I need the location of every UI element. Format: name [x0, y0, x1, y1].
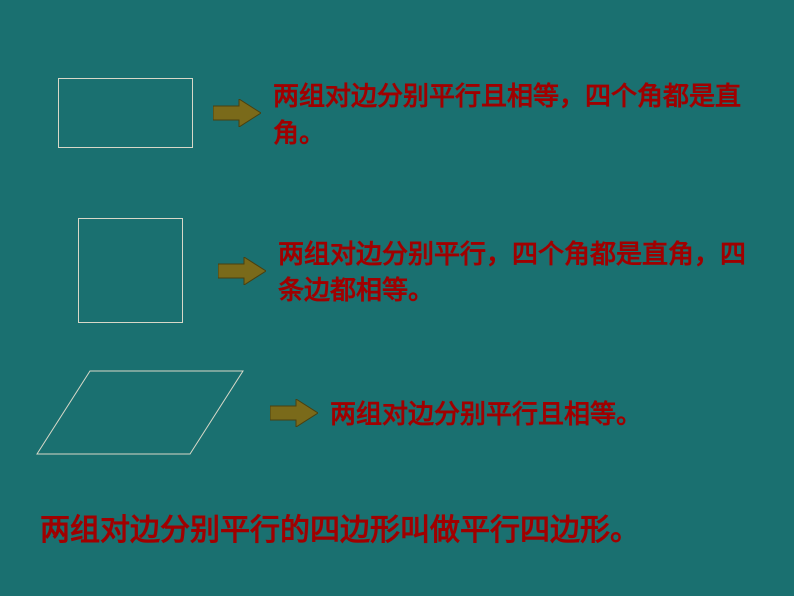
- shape-parallelogram: [35, 370, 245, 461]
- arrow-icon: [218, 257, 266, 290]
- desc-parallelogram: 两组对边分别平行且相等。: [330, 397, 642, 433]
- arrow-icon: [213, 99, 261, 132]
- row-square: 两组对边分别平行，四个角都是直角，四条边都相等。: [78, 218, 778, 328]
- shape-square: [78, 218, 183, 328]
- row-parallelogram: 两组对边分别平行且相等。: [35, 370, 765, 461]
- footer-definition: 两组对边分别平行的四边形叫做平行四边形。: [40, 505, 640, 549]
- row-rectangle: 两组对边分别平行且相等，四个角都是直角。: [58, 78, 758, 153]
- desc-rectangle: 两组对边分别平行且相等，四个角都是直角。: [273, 79, 743, 152]
- shape-rectangle: [58, 78, 193, 153]
- desc-square: 两组对边分别平行，四个角都是直角，四条边都相等。: [278, 237, 748, 310]
- arrow-icon: [270, 399, 318, 432]
